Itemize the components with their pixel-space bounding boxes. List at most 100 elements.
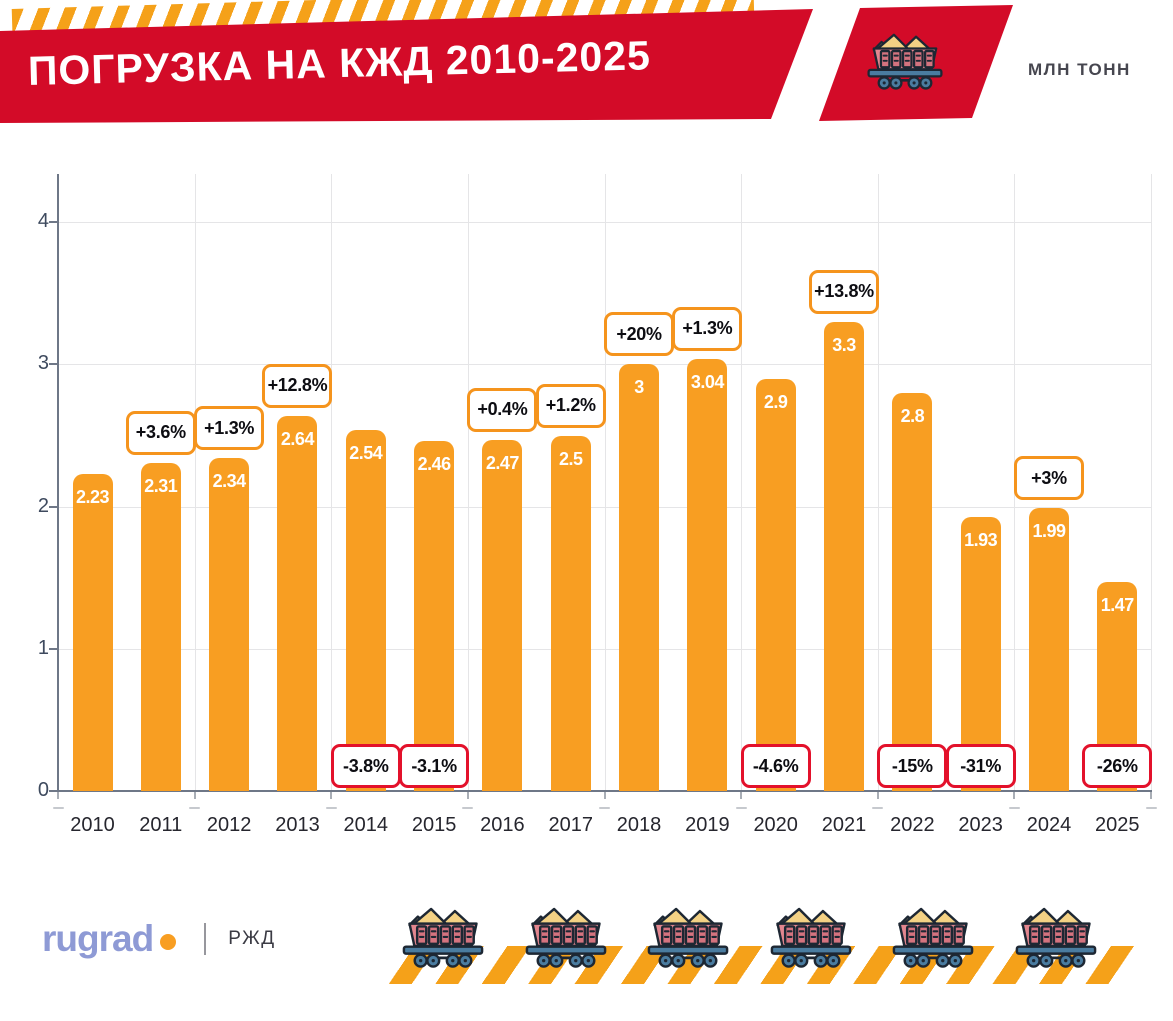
year-label: 2016 <box>480 814 525 836</box>
x-axis-dash <box>599 807 611 809</box>
title-banner: ПОГРУЗКА НА КЖД 2010-2025 <box>0 9 813 123</box>
bar-value-label: 2.31 <box>144 475 178 496</box>
bar: 3.04 <box>687 358 728 791</box>
horizontal-gridline <box>58 222 1152 224</box>
pct-badge: +13.8% <box>809 269 880 314</box>
pct-badge: +20% <box>604 312 675 357</box>
year-label: 2014 <box>343 814 389 836</box>
year-label: 2018 <box>616 814 662 836</box>
hazard-stripes-footer <box>368 946 1144 984</box>
x-axis-tick <box>330 792 333 799</box>
vertical-gridline <box>467 174 469 791</box>
year-label: 2021 <box>821 814 867 836</box>
y-axis-line <box>57 174 59 792</box>
bar: 2.23 <box>72 473 113 791</box>
x-axis-dash <box>52 807 64 809</box>
x-axis-dash <box>1008 807 1020 809</box>
bar: 2.9 <box>755 378 796 791</box>
x-axis-line <box>58 790 1152 792</box>
bar-value-label: 3.04 <box>690 371 725 392</box>
bar: 2.46 <box>414 441 455 791</box>
bar: 2.34 <box>209 458 250 791</box>
x-axis-tick <box>1150 792 1153 799</box>
x-axis-tick <box>466 792 469 799</box>
bar: 2.47 <box>482 439 523 791</box>
source-label: РЖД <box>228 928 276 949</box>
year-label: 2025 <box>1095 814 1140 836</box>
x-axis-tick <box>603 792 606 799</box>
pct-badge: +12.8% <box>262 363 333 408</box>
coal-wagon-icon <box>402 907 484 968</box>
bar-value-label: 1.99 <box>1032 521 1066 542</box>
year-label: 2022 <box>890 814 935 836</box>
logo-dot-icon <box>160 934 177 950</box>
horizontal-gridline <box>58 648 1152 650</box>
y-axis-label: 0 <box>37 779 49 801</box>
vertical-gridline <box>194 174 196 791</box>
x-axis-tick <box>57 792 59 799</box>
y-axis-tick <box>49 790 58 792</box>
coal-wagon-icon <box>1015 907 1097 968</box>
bar-value-label: 2.64 <box>280 428 315 449</box>
y-axis-tick <box>49 647 58 650</box>
x-axis-tick <box>193 792 196 799</box>
bar-value-label: 2.46 <box>417 454 452 475</box>
bar-value-label: 2.23 <box>75 486 110 507</box>
year-label: 2023 <box>958 814 1003 836</box>
y-axis-tick <box>49 363 58 366</box>
year-label: 2010 <box>70 814 115 836</box>
bar-value-label: 2.8 <box>900 405 925 426</box>
year-label: 2019 <box>685 814 730 836</box>
pct-badge: +3% <box>1013 456 1084 501</box>
y-axis-label: 3 <box>37 352 49 375</box>
bar-value-label: 1.93 <box>964 529 998 550</box>
year-label: 2017 <box>548 814 593 836</box>
y-axis-tick <box>49 221 58 224</box>
y-axis-label: 2 <box>37 494 49 517</box>
y-axis-label: 1 <box>37 636 49 659</box>
rugrad-logo: rugrad <box>42 918 154 959</box>
footer-logo-row: rugrad РЖД <box>42 916 276 962</box>
bar: 2.8 <box>892 392 933 791</box>
pct-badge: +3.6% <box>125 410 196 455</box>
year-label: 2015 <box>411 814 457 836</box>
x-axis-dash <box>325 807 337 809</box>
logo-separator <box>204 923 207 955</box>
bar: 2.64 <box>277 415 318 791</box>
bar: 2.31 <box>140 462 181 791</box>
year-label: 2013 <box>275 814 320 836</box>
pct-badge: +0.4% <box>467 387 538 432</box>
bar: 1.99 <box>1028 508 1069 791</box>
pct-badge: -31% <box>945 744 1016 788</box>
vertical-gridline <box>1151 174 1153 791</box>
vertical-gridline <box>877 174 879 791</box>
x-axis-tick <box>876 792 879 799</box>
x-axis-dash <box>189 807 201 809</box>
bar-value-label: 3 <box>634 377 644 398</box>
coal-wagon-icon <box>525 907 607 968</box>
horizontal-gridline <box>58 364 1152 366</box>
coal-wagon-icon <box>867 33 943 90</box>
unit-label: МЛН ТОНН <box>1028 60 1131 79</box>
year-label: 2020 <box>753 814 798 836</box>
vertical-gridline <box>741 174 743 791</box>
coal-wagon-icon <box>647 907 729 968</box>
bar-value-label: 3.3 <box>832 334 856 355</box>
page-title: ПОГРУЗКА НА КЖД 2010-2025 <box>27 32 652 94</box>
bar-value-label: 2.9 <box>763 391 788 412</box>
bar: 3.3 <box>824 321 865 791</box>
pct-badge: -26% <box>1082 744 1153 788</box>
coal-wagon-icon <box>892 907 974 968</box>
vertical-gridline <box>604 174 606 791</box>
pct-badge: -15% <box>877 744 948 788</box>
x-axis-tick <box>740 792 743 799</box>
pct-badge: +1.2% <box>535 383 606 428</box>
bar-value-label: 2.54 <box>349 442 383 463</box>
x-axis-tick <box>1013 792 1016 799</box>
bar: 2.54 <box>345 429 386 791</box>
bar: 2.5 <box>550 435 591 791</box>
year-label: 2024 <box>1026 814 1072 836</box>
x-axis-dash <box>1145 807 1157 809</box>
pct-badge: +1.3% <box>194 406 265 451</box>
